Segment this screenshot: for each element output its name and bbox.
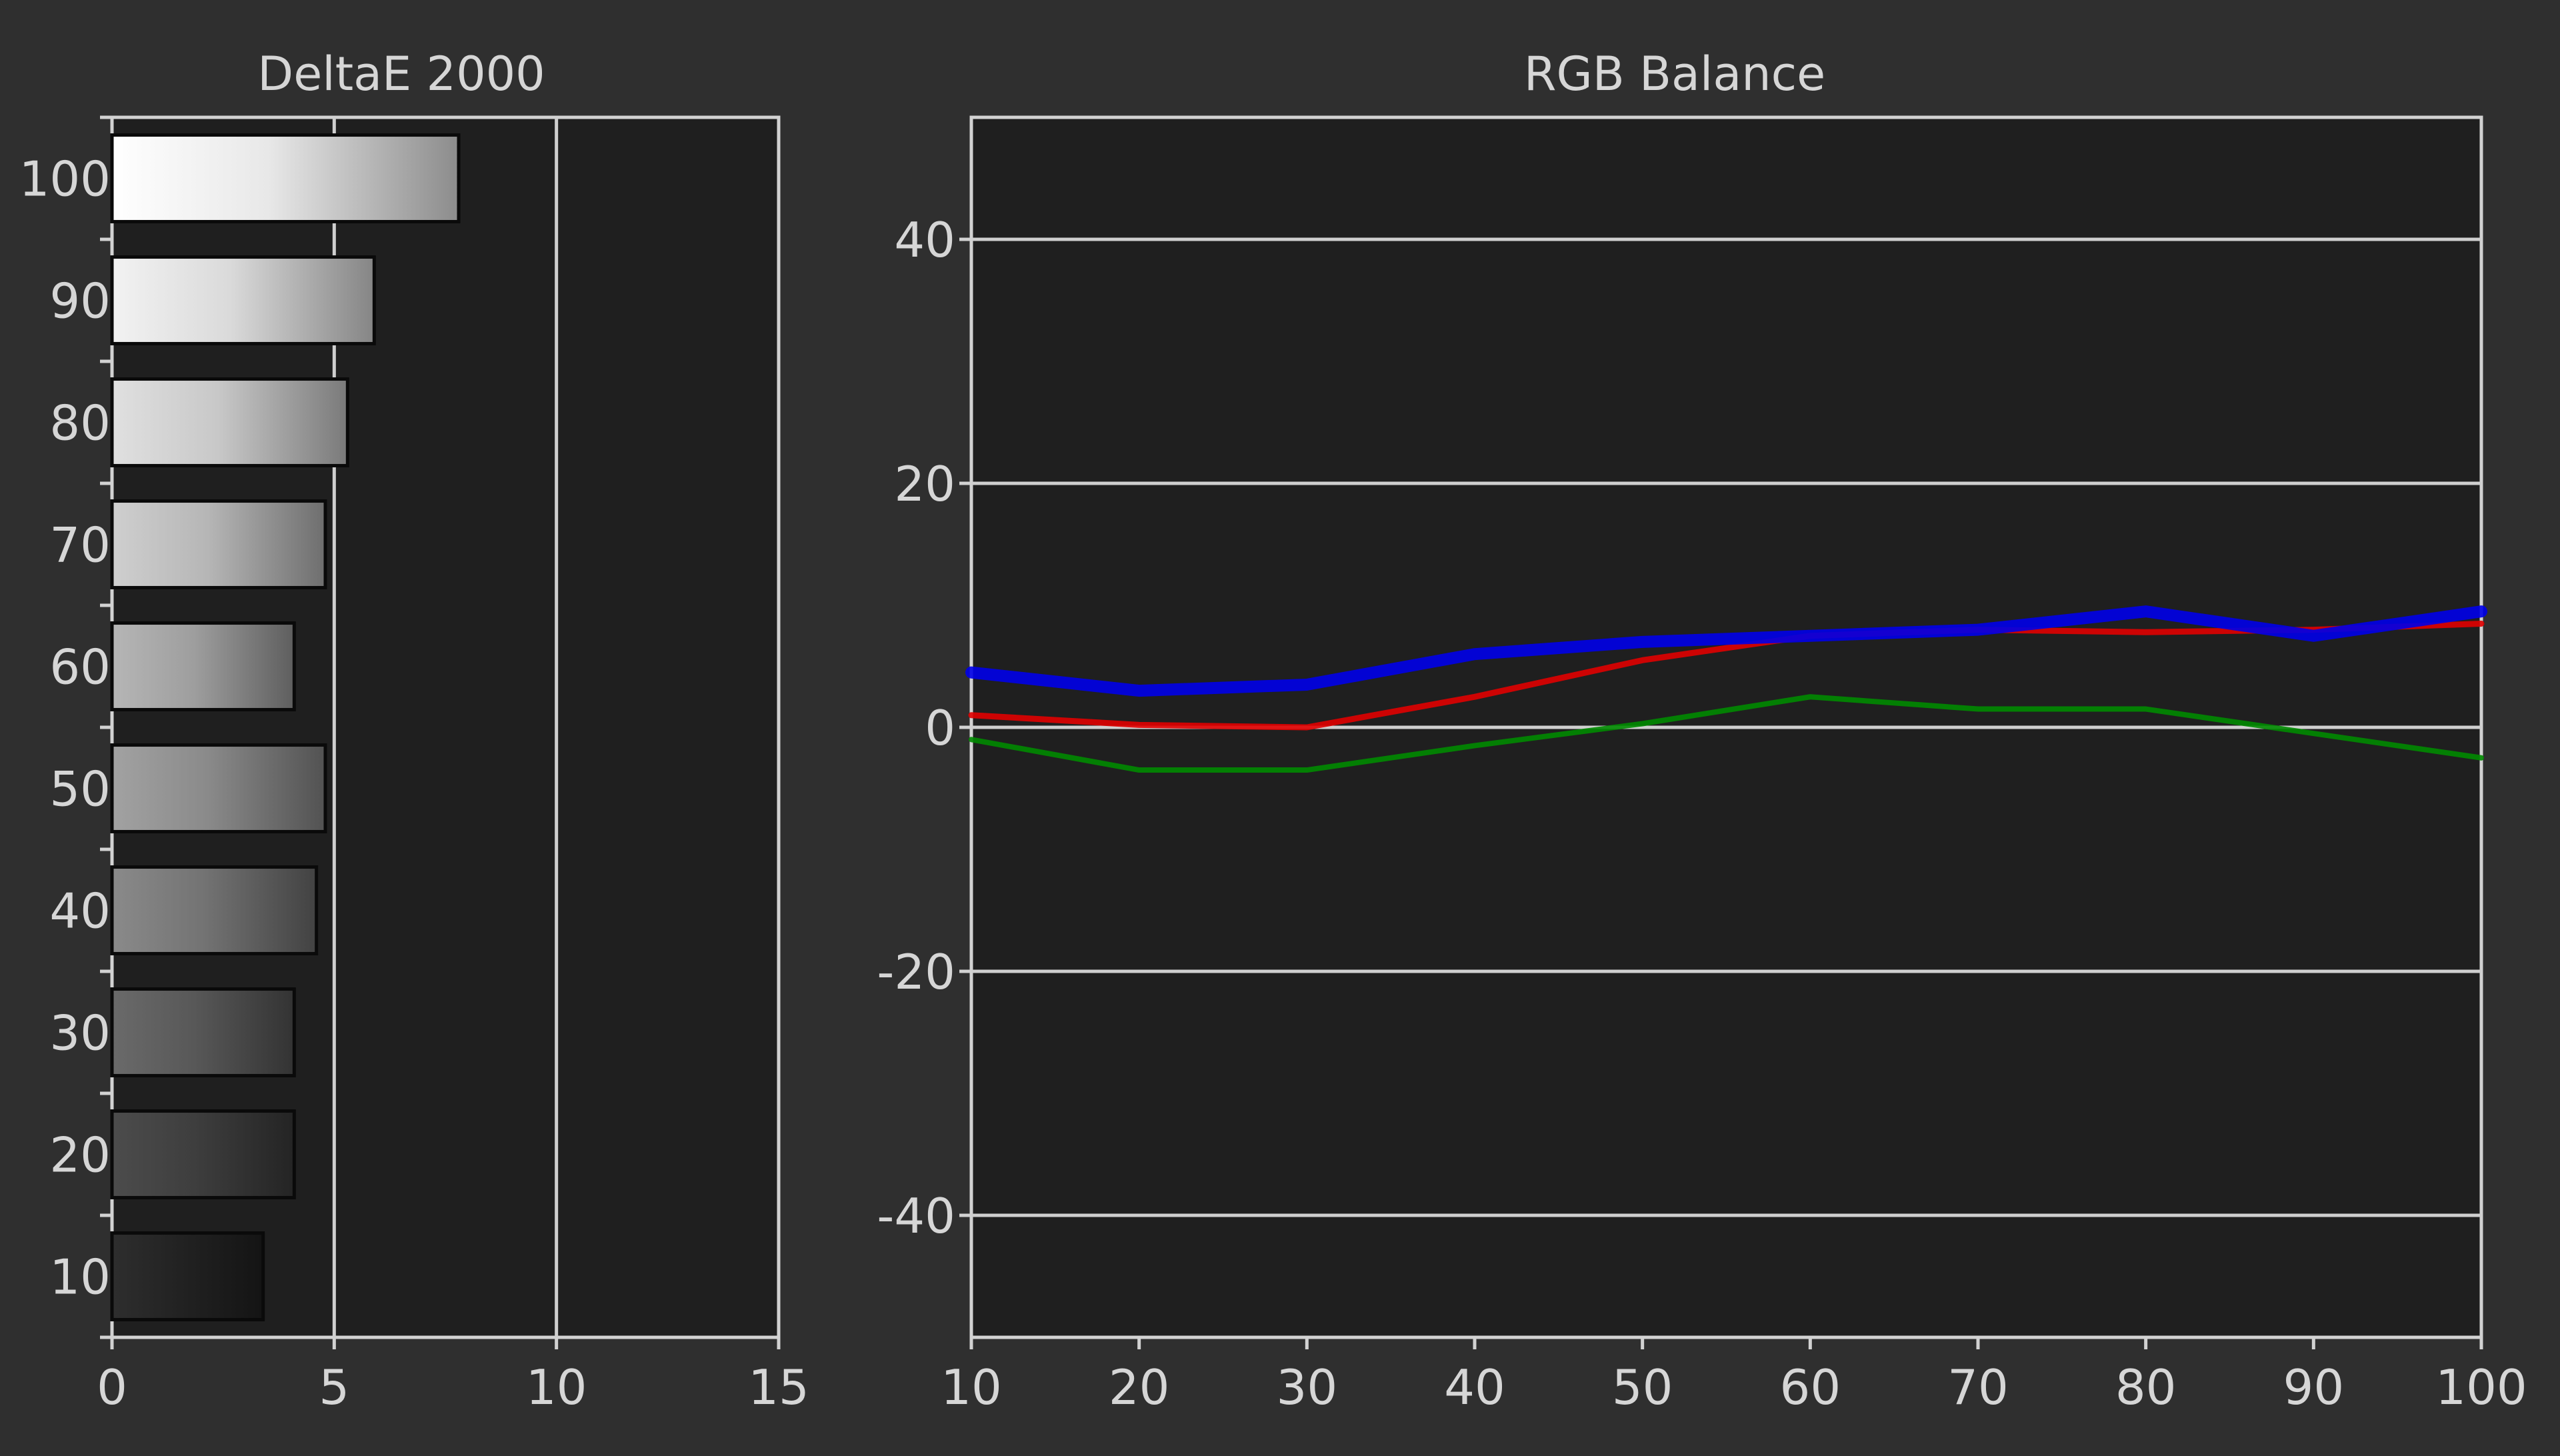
deltae-bar-40 xyxy=(110,865,319,955)
rgb-series-green xyxy=(969,694,2484,773)
deltae-bar-60 xyxy=(110,621,296,711)
deltae-y-tick-label: 40 xyxy=(49,883,111,939)
deltae-x-ticks: 0 5 10 15 xyxy=(97,1337,809,1415)
deltae-y-tick-label: 30 xyxy=(49,1005,111,1061)
rgb-series-lines xyxy=(965,605,2487,773)
rgb-balance-title: RGB Balance xyxy=(1524,47,1825,101)
deltae-y-tick-label: 90 xyxy=(49,273,111,329)
deltae-chart: DeltaE 2000 100 90 80 70 60 50 40 30 20 10 0 5 10 15 xyxy=(19,47,809,1415)
rgb-x-tick-label: 90 xyxy=(2283,1359,2345,1415)
rgb-balance-chart: RGB Balance 40 20 0 -20 -40 10 20 30 40 50 60 70 80… xyxy=(877,47,2527,1415)
deltae-bar-80 xyxy=(110,377,349,467)
deltae-x-tick-label: 15 xyxy=(748,1359,809,1415)
deltae-bar-90 xyxy=(110,255,376,345)
deltae-bar-30 xyxy=(110,987,296,1077)
rgb-y-tick-label: 20 xyxy=(894,456,955,512)
rgb-x-tick-label: 80 xyxy=(2115,1359,2177,1415)
rgb-y-tick-label: 0 xyxy=(925,700,955,756)
rgb-x-tick-label: 100 xyxy=(2435,1359,2527,1415)
rgb-y-tick-label: 40 xyxy=(894,212,955,268)
rgb-x-tick-label: 10 xyxy=(941,1359,1002,1415)
deltae-y-tick-label: 100 xyxy=(19,151,111,207)
rgb-x-tick-label: 40 xyxy=(1444,1359,1505,1415)
rgb-x-tick-label: 50 xyxy=(1612,1359,1673,1415)
rgb-y-tick-label: -20 xyxy=(877,944,955,1000)
deltae-x-tick-label: 5 xyxy=(319,1359,349,1415)
deltae-bar-20 xyxy=(110,1109,296,1199)
deltae-y-tick-label: 20 xyxy=(49,1127,111,1183)
deltae-y-tick-label: 60 xyxy=(49,639,111,695)
deltae-title: DeltaE 2000 xyxy=(257,47,545,101)
deltae-y-tick-label: 50 xyxy=(49,761,111,817)
deltae-y-tick-label: 80 xyxy=(49,395,111,451)
deltae-y-ticks: 100 90 80 70 60 50 40 30 20 10 xyxy=(19,115,112,1339)
deltae-bar-10 xyxy=(110,1231,265,1321)
deltae-y-tick-label: 10 xyxy=(49,1249,111,1305)
rgb-x-ticks: 10 20 30 40 50 60 70 80 90 100 xyxy=(941,1337,2527,1415)
rgb-series-red xyxy=(968,620,2485,731)
rgb-x-tick-label: 30 xyxy=(1277,1359,1338,1415)
rgb-x-tick-label: 70 xyxy=(1947,1359,2009,1415)
deltae-bar-50 xyxy=(110,743,327,833)
deltae-x-tick-label: 0 xyxy=(97,1359,127,1415)
deltae-bar-70 xyxy=(110,499,327,589)
deltae-x-tick-label: 10 xyxy=(526,1359,587,1415)
rgb-x-tick-label: 60 xyxy=(1780,1359,1841,1415)
deltae-bar-100 xyxy=(110,133,461,223)
rgb-x-tick-label: 20 xyxy=(1109,1359,1170,1415)
rgb-y-ticks: 40 20 0 -20 -40 xyxy=(877,212,971,1244)
rgb-y-tick-label: -40 xyxy=(877,1188,955,1244)
deltae-bars xyxy=(110,133,461,1321)
deltae-y-tick-label: 70 xyxy=(49,517,111,573)
rgb-series-blue xyxy=(965,605,2487,697)
